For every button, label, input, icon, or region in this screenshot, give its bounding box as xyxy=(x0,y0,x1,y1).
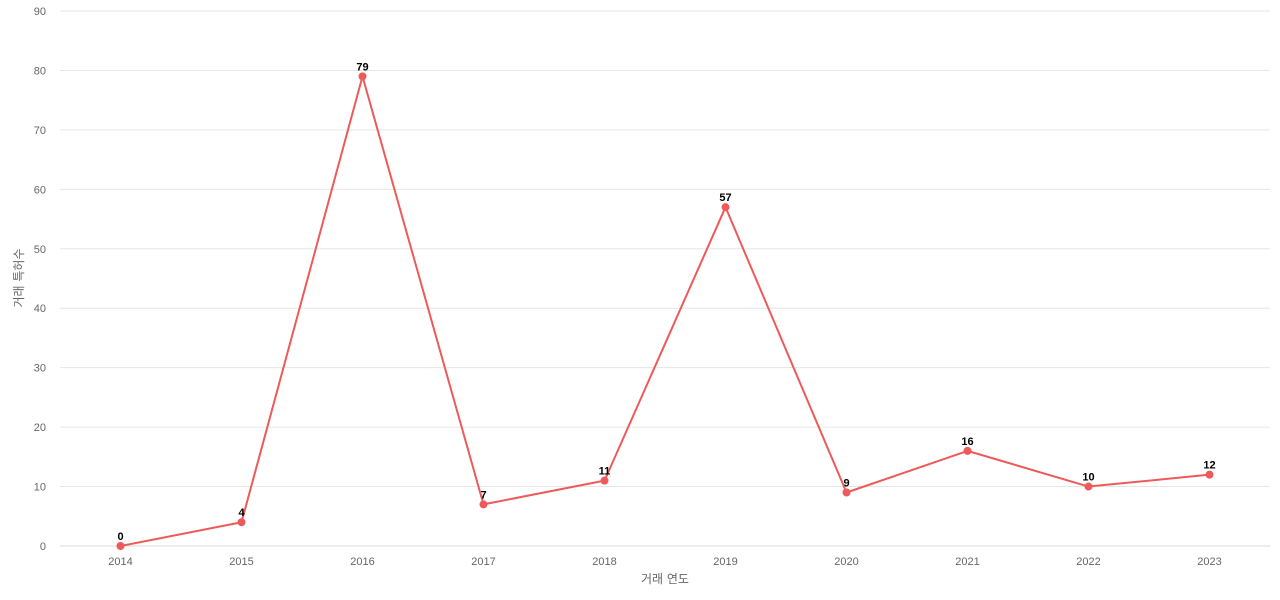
point-layer xyxy=(116,72,1214,550)
data-point[interactable] xyxy=(963,446,972,455)
data-label: 11 xyxy=(599,466,611,478)
y-tick-label: 90 xyxy=(34,6,46,18)
y-tick-label: 60 xyxy=(34,184,46,196)
y-tick-label: 50 xyxy=(34,244,46,256)
data-label: 79 xyxy=(356,61,368,73)
data-point[interactable] xyxy=(842,488,851,497)
y-tick-label: 70 xyxy=(34,125,46,137)
grid-layer xyxy=(60,10,1270,547)
x-tick-label: 2015 xyxy=(229,556,253,568)
data-label: 0 xyxy=(117,531,123,543)
data-point[interactable] xyxy=(1205,470,1214,479)
data-point[interactable] xyxy=(237,518,246,527)
y-axis-ticks: 0 10 20 30 40 50 60 70 80 90 xyxy=(34,6,46,553)
data-point[interactable] xyxy=(479,500,488,509)
y-tick-label: 20 xyxy=(34,422,46,434)
y-tick-label: 30 xyxy=(34,363,46,375)
x-tick-label: 2016 xyxy=(350,556,374,568)
data-label: 16 xyxy=(961,436,973,448)
data-label-layer: 0 4 79 7 11 57 9 16 10 12 xyxy=(117,61,1215,543)
x-tick-label: 2020 xyxy=(834,556,858,568)
y-axis-title: 거래 특허수 xyxy=(12,248,26,307)
data-label: 9 xyxy=(843,478,849,490)
data-label: 12 xyxy=(1203,460,1215,472)
data-label: 4 xyxy=(238,507,245,519)
data-label: 57 xyxy=(719,192,731,204)
y-tick-label: 40 xyxy=(34,303,46,315)
x-tick-label: 2021 xyxy=(955,556,979,568)
x-tick-label: 2017 xyxy=(471,556,495,568)
y-tick-label: 10 xyxy=(34,482,46,494)
data-point[interactable] xyxy=(1084,482,1093,491)
data-point[interactable] xyxy=(721,203,730,212)
series-layer xyxy=(120,75,1210,547)
x-axis-title: 거래 연도 xyxy=(641,572,689,586)
x-tick-label: 2018 xyxy=(592,556,616,568)
x-tick-label: 2023 xyxy=(1197,556,1221,568)
series-line xyxy=(120,75,1210,547)
data-label: 10 xyxy=(1082,472,1094,484)
data-point[interactable] xyxy=(116,542,125,550)
data-point[interactable] xyxy=(600,476,609,485)
y-tick-label: 80 xyxy=(34,65,46,77)
x-tick-label: 2014 xyxy=(108,556,132,568)
x-axis-ticks: 2014 2015 2016 2017 2018 2019 2020 2021 2022 2023 xyxy=(108,556,1221,568)
x-tick-label: 2022 xyxy=(1076,556,1100,568)
data-point[interactable] xyxy=(358,72,367,81)
x-tick-label: 2019 xyxy=(713,556,737,568)
y-tick-label: 0 xyxy=(40,541,46,553)
data-label: 7 xyxy=(480,489,486,501)
